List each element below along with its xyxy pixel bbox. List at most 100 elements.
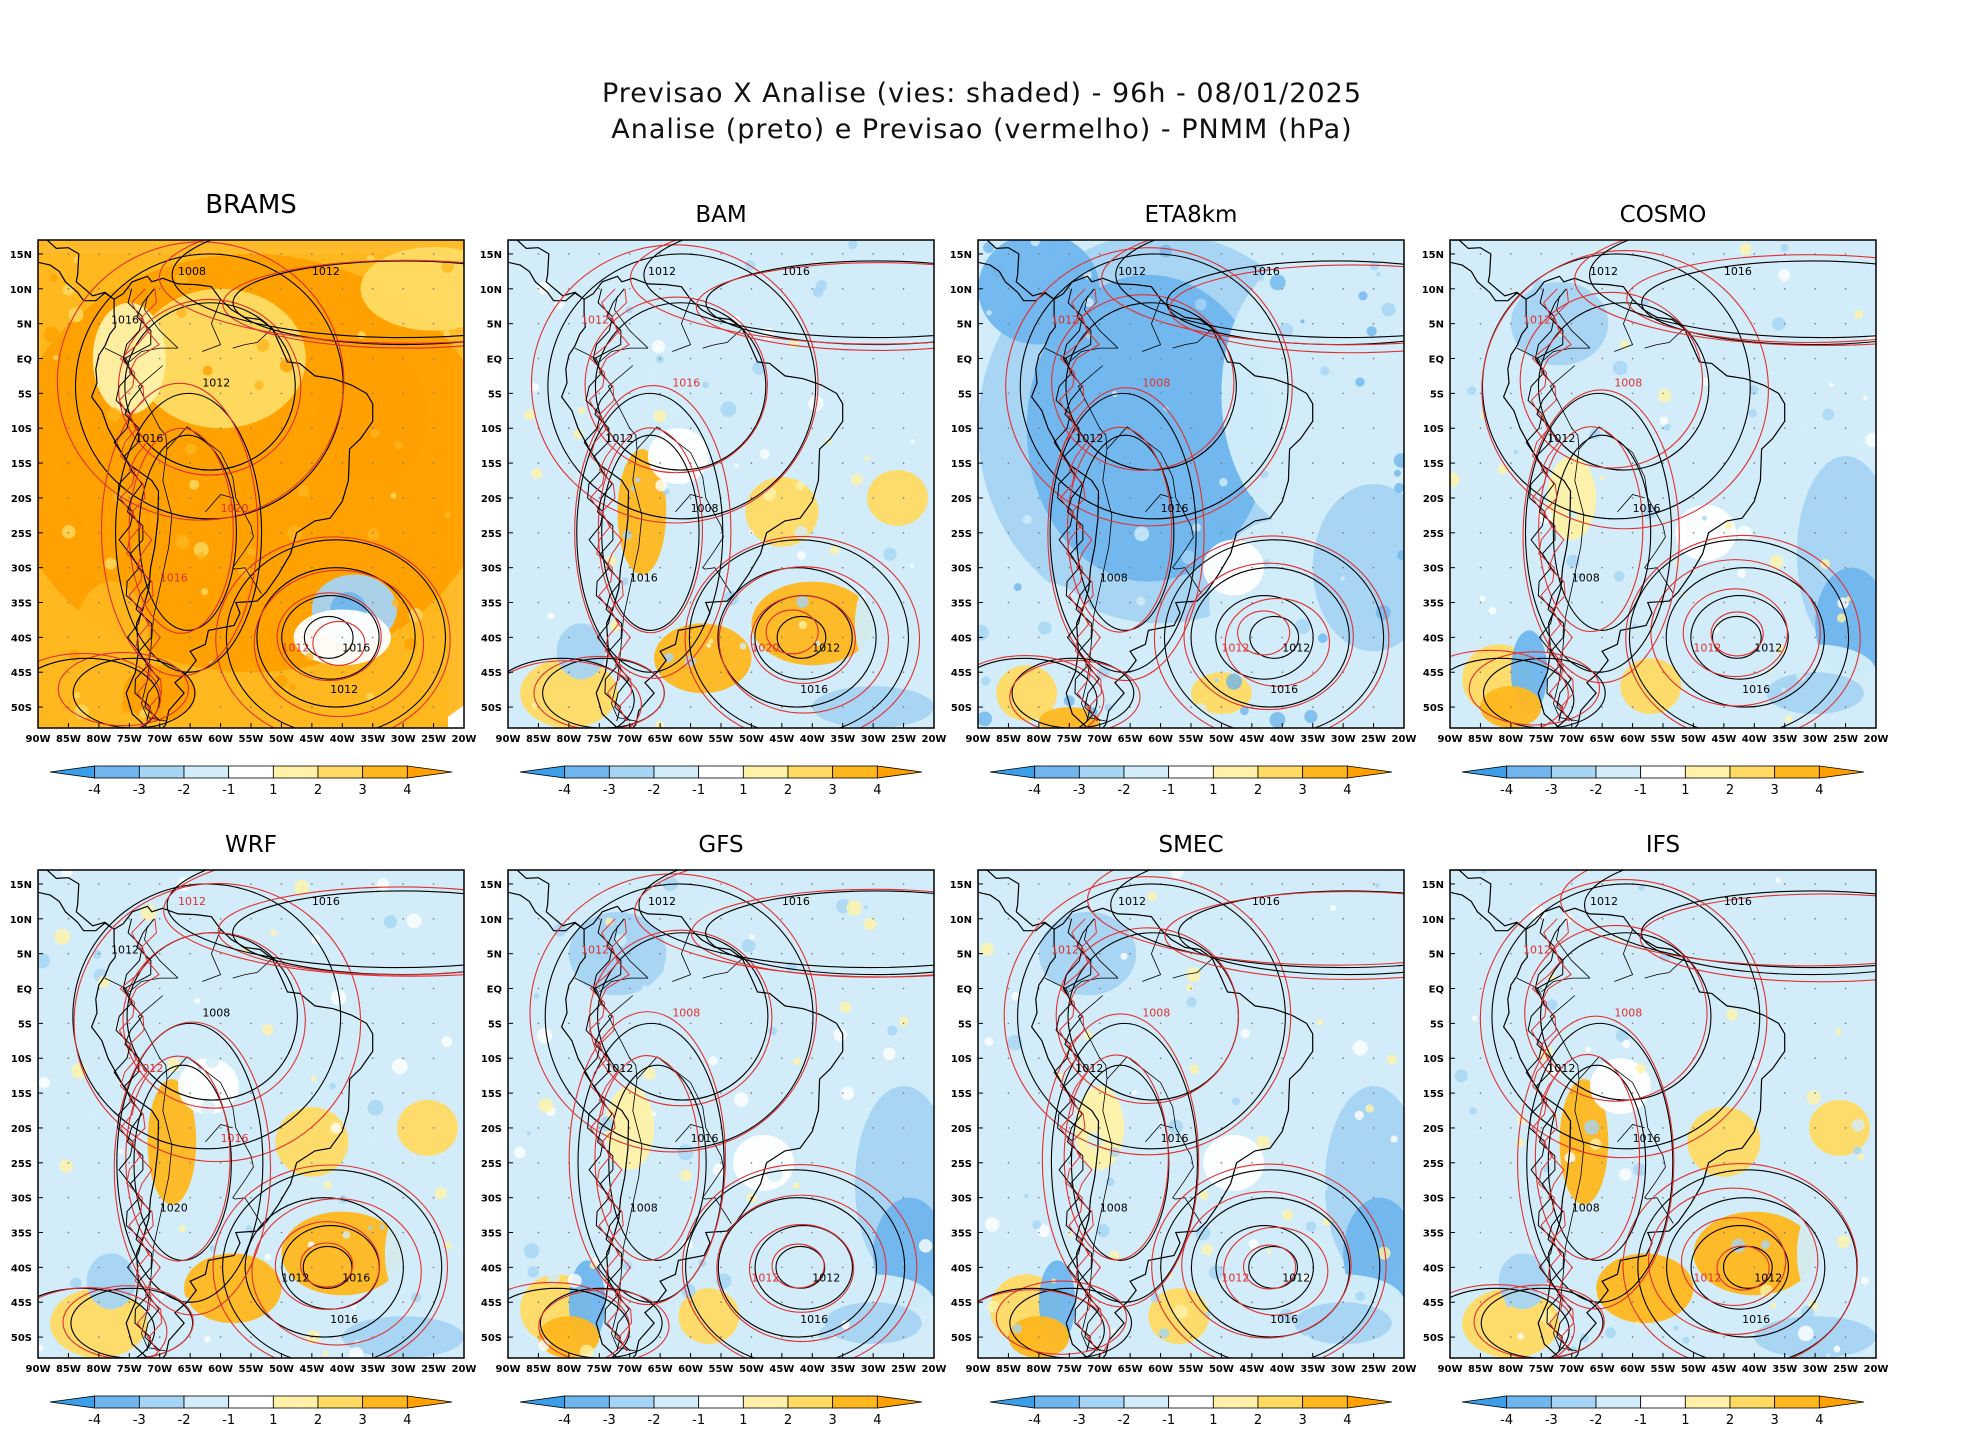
isobar-label: 1016 [1270,683,1298,696]
bias-speck [533,993,540,1000]
grid-point [67,288,70,290]
grid-point [781,322,783,325]
grid-point [659,532,661,534]
bias-speck [121,699,135,713]
grid-point [1631,1057,1634,1060]
bias-speck [1851,438,1865,452]
grid-point [1510,253,1512,255]
bias-speck [548,280,563,295]
isobar-label: 1016 [1252,265,1280,278]
bias-speck [1162,1263,1172,1273]
lon-label: 60W [1620,734,1645,745]
grid-point [1510,601,1512,604]
grid-point [659,1336,661,1338]
colorbar-label: 2 [314,783,322,798]
bias-speck [1186,967,1201,982]
grid-point [402,1022,404,1025]
colorbar-swatch [228,765,274,779]
lat-label: 45S [951,1298,972,1309]
grid-point [1814,497,1816,499]
grid-point [1753,288,1756,290]
grid-point [402,1301,404,1304]
bias-speck [1566,554,1580,568]
colorbar-smec: -4 -3 -2 -1 1 2 3 4 [989,1395,1393,1428]
lon-label: 65W [1118,1364,1143,1375]
grid-point [781,392,783,395]
bias-speck [1158,1328,1170,1339]
grid-point [189,1266,191,1269]
analysis-isobar [1665,567,1825,708]
grid-point [1007,322,1010,325]
grid-point [402,253,404,255]
grid-point [1129,288,1131,290]
bias-speck [1195,1225,1211,1241]
analysis-isobar [1215,1224,1314,1310]
forecast-isobar [1650,559,1821,707]
grid-point [689,392,692,395]
grid-point [1601,1266,1603,1269]
grid-point [1723,1162,1725,1164]
grid-point [1311,1231,1314,1234]
analysis-isobar [1160,1169,1381,1358]
forecast-isobar [1540,918,1575,1352]
bias-speck [1604,1343,1614,1352]
lon-label: 40W [1270,734,1295,745]
bias-speck [1822,408,1835,421]
lat-label: EQ [957,985,972,996]
grid-point [750,357,753,360]
bias-speck [1857,1153,1864,1161]
lon-label: 30W [1803,1364,1828,1375]
grid-point [341,427,344,430]
grid-point [750,1336,753,1338]
panel-title-cosmo: COSMO [1619,202,1707,228]
colorbar-swatch [1506,765,1552,779]
grid-point [689,427,692,430]
lon-label: 25W [1361,734,1386,745]
grid-point [189,1092,191,1094]
grid-point [280,1231,283,1234]
grid-point [1342,987,1344,990]
lat-label: 30S [951,1194,972,1205]
bias-speck [605,917,614,926]
bias-speck [1480,870,1487,875]
bias-speck [978,711,993,727]
grid-point [432,987,435,990]
grid-point [689,1022,692,1025]
grid-point [1783,1092,1786,1094]
lon-label: 60W [678,1364,703,1375]
bias-area [647,428,709,484]
lon-label: 50W [739,1364,764,1375]
grid-point [1129,566,1131,569]
forecast-isobar [1068,918,1103,1352]
bias-area [617,449,667,575]
grid-point [1692,462,1695,464]
grid-point [1129,987,1131,990]
grid-point [280,322,283,325]
grid-point [902,987,905,990]
grid-point [1723,952,1725,955]
bias-speck [829,545,840,555]
grid-point [98,532,100,534]
grid-point [1662,1127,1664,1129]
grid-point [1692,1336,1695,1338]
grid-point [1159,1022,1162,1025]
grid-point [1311,253,1314,255]
grid-point [67,671,70,674]
grid-point [128,253,131,255]
grid-point [1570,883,1573,885]
grid-point [1372,1127,1375,1129]
lon-label: 55W [239,734,264,745]
country-border [1102,1079,1113,1146]
analysis-isobar [638,870,934,969]
forecast-isobar [125,1055,231,1262]
bias-speck [1770,1302,1777,1309]
grid-point [98,1196,100,1199]
grid-point [1753,392,1756,395]
grid-point [158,532,161,534]
grid-point [598,1162,601,1164]
grid-point [1844,706,1847,708]
grid-point [1007,566,1010,569]
grid-point [1311,1127,1314,1129]
lat-label: EQ [17,985,32,996]
colorbar-swatch [564,765,610,779]
